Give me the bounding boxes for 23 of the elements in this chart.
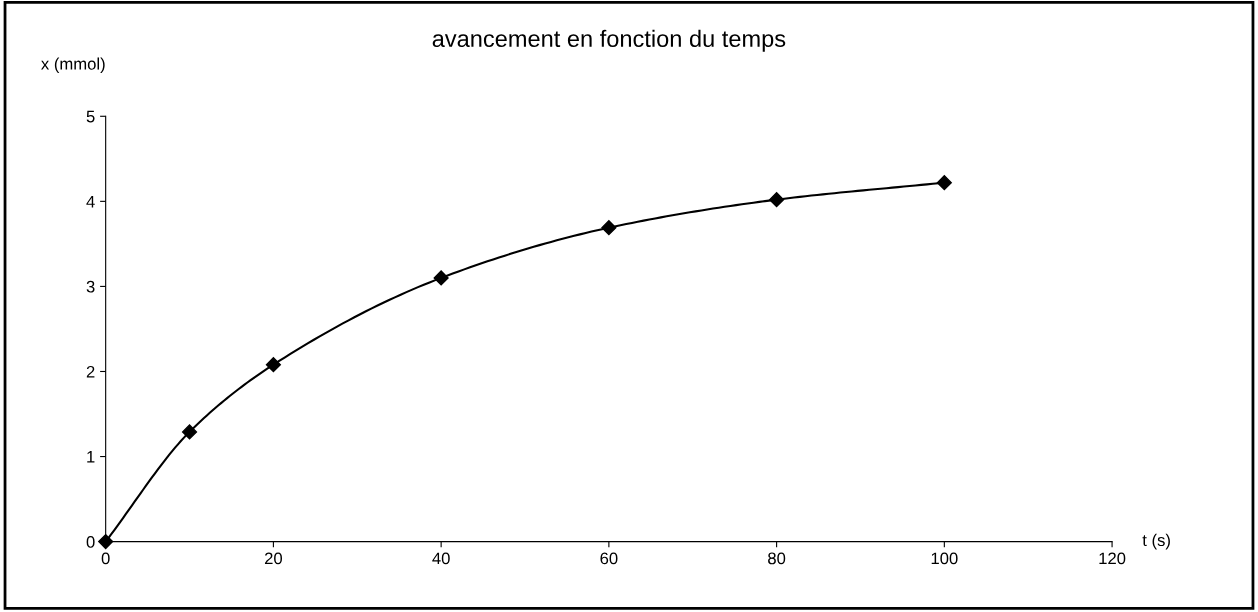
y-tick-label: 3	[86, 280, 95, 293]
chart-title: avancement en fonction du temps	[432, 29, 786, 52]
x-axis-title: t (s)	[1142, 533, 1170, 550]
y-tick-label: 2	[86, 365, 95, 378]
y-tick-label: 1	[87, 451, 95, 463]
point	[433, 270, 449, 286]
x-tick-label: 40	[432, 552, 450, 565]
point	[265, 357, 281, 373]
y-tick-label: 4	[86, 195, 95, 208]
point	[769, 192, 785, 208]
y-tick-label: 0	[86, 536, 95, 548]
x-tick-label: 100	[931, 552, 958, 565]
point	[181, 424, 198, 440]
point	[98, 534, 114, 550]
x-tick-label: 0	[101, 552, 110, 565]
y-axis-title: x (mmol)	[41, 57, 105, 73]
x-tick-label: 80	[768, 552, 786, 565]
x-tick-label: 20	[264, 552, 283, 565]
point	[936, 175, 952, 191]
x-tick-label: 60	[600, 552, 618, 565]
y-tick-label: 5	[86, 110, 95, 123]
point	[601, 220, 617, 236]
x-tick-label: 120	[1099, 552, 1126, 565]
